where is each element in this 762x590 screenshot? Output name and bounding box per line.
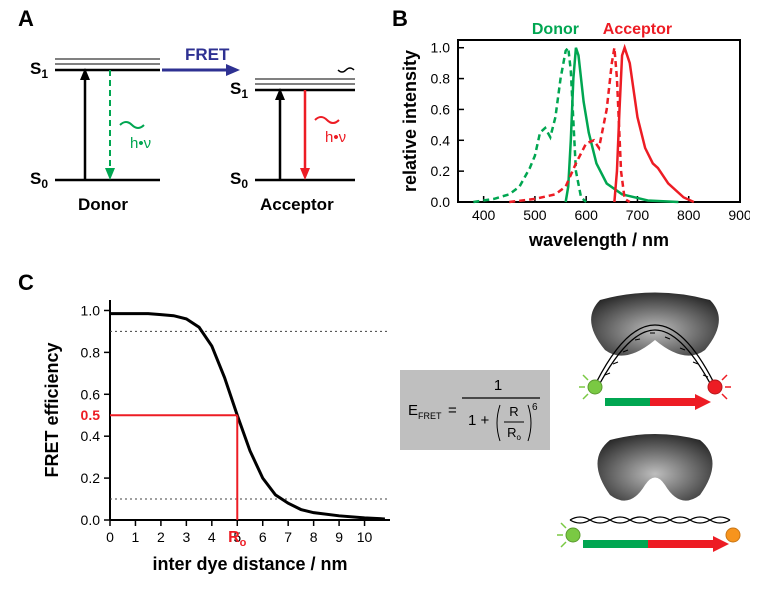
svg-text:800: 800 [677,207,701,223]
svg-text:Ro: Ro [228,529,247,549]
svg-text:S0: S0 [30,169,48,191]
svg-text:2: 2 [157,529,165,545]
svg-text:1: 1 [494,377,502,394]
svg-text:0.8: 0.8 [81,344,101,360]
fret-equation: EFRET = 1 1 + R Ro 6 [400,370,550,450]
straight-state [557,434,740,552]
svg-text:0.2: 0.2 [81,470,101,486]
svg-text:7: 7 [284,529,292,545]
svg-text:6: 6 [532,402,538,413]
fret-label: FRET [185,45,230,64]
svg-text:0.6: 0.6 [81,386,101,402]
svg-text:900: 900 [728,207,750,223]
svg-text:500: 500 [523,207,547,223]
svg-text:1.0: 1.0 [81,302,101,318]
svg-text:relative intensity: relative intensity [400,50,420,192]
svg-text:0.5: 0.5 [81,407,101,423]
svg-text:0.8: 0.8 [431,71,451,87]
svg-text:1.0: 1.0 [431,40,451,56]
panel-a-diagram: h•ν S1 S0 Donor FRET h•ν S1 S0 Acceptor [30,30,360,240]
bent-state [579,293,731,411]
svg-text:=: = [448,402,457,419]
svg-text:10: 10 [357,529,373,545]
svg-text:9: 9 [335,529,343,545]
svg-text:FRET efficiency: FRET efficiency [42,342,62,477]
svg-text:S0: S0 [230,169,248,191]
panel-b-chart: 400 500 600 700 800 900 0.0 0.2 0.4 0.6 0.8 1.0 wave… [400,12,750,252]
svg-text:Ro: Ro [507,425,521,442]
svg-text:600: 600 [575,207,599,223]
svg-text:3: 3 [182,529,190,545]
svg-text:400: 400 [472,207,496,223]
svg-text:Acceptor: Acceptor [603,21,672,38]
panel-c-chart: 0123456789100.00.20.40.60.81.00.5Rointer… [40,290,400,580]
panel-c-cartoons [555,290,755,570]
panel-c-label: C [18,270,34,296]
donor-hv: h•ν [130,135,151,152]
donor-name: Donor [78,195,128,214]
svg-text:0.6: 0.6 [431,101,451,117]
svg-text:S1: S1 [230,79,248,101]
svg-text:S1: S1 [30,59,48,81]
acceptor-name: Acceptor [260,195,334,214]
svg-text:0.0: 0.0 [431,194,451,210]
svg-text:8: 8 [310,529,318,545]
svg-text:R: R [509,404,518,419]
svg-text:1 +: 1 + [468,412,490,429]
svg-text:0: 0 [106,529,114,545]
svg-text:inter dye distance / nm: inter dye distance / nm [152,554,347,574]
svg-text:0.2: 0.2 [431,163,451,179]
svg-text:Donor: Donor [532,21,579,38]
svg-text:0.4: 0.4 [431,132,451,148]
svg-text:0.0: 0.0 [81,512,101,528]
svg-text:wavelength / nm: wavelength / nm [528,230,669,250]
panel-a-label: A [18,6,34,32]
svg-text:EFRET: EFRET [408,402,442,421]
svg-text:6: 6 [259,529,267,545]
svg-text:700: 700 [626,207,650,223]
acceptor-hv: h•ν [325,129,346,146]
svg-text:1: 1 [132,529,140,545]
svg-text:4: 4 [208,529,216,545]
svg-text:0.4: 0.4 [81,428,101,444]
